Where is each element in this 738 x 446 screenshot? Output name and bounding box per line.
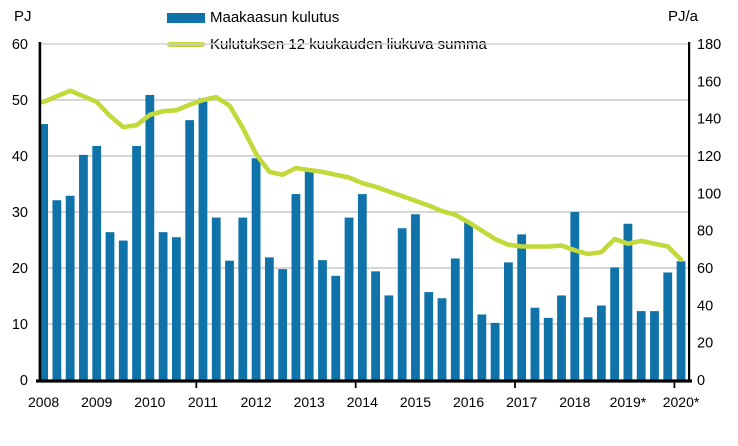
year-label: 2016 [453, 394, 484, 410]
year-label: 2017 [506, 394, 537, 410]
x-axis-tick [673, 382, 676, 389]
bar [344, 217, 354, 380]
bar [39, 124, 48, 380]
bar [145, 94, 155, 381]
bar [105, 232, 115, 380]
x-axis-tick [514, 382, 516, 389]
bar [79, 154, 88, 380]
bar [610, 267, 620, 380]
bar [185, 120, 195, 380]
year-label: 2015 [400, 394, 431, 410]
right-tick-label: 0 [697, 373, 705, 389]
left-tick-label: 60 [12, 37, 28, 53]
left-tick-label: 20 [12, 261, 28, 277]
left-axis-title: PJ [14, 8, 32, 25]
bar [331, 275, 341, 380]
bar [264, 257, 274, 380]
year-label: 2018 [559, 394, 590, 410]
bar [596, 305, 606, 380]
legend-label-consumption: Maakaasun kulutus [210, 9, 340, 26]
bottom-axis [36, 379, 692, 383]
bar [650, 311, 659, 380]
legend-item-consumption: Maakaasun kulutus [167, 8, 487, 27]
bar [172, 237, 181, 380]
bar [411, 214, 420, 380]
left-tick-label: 50 [12, 93, 28, 109]
left-tick-label: 40 [12, 149, 28, 165]
right-tick-label: 120 [697, 149, 721, 165]
bar [450, 258, 460, 380]
right-tick-label: 40 [697, 298, 713, 314]
bar [437, 298, 447, 380]
bar [52, 200, 62, 380]
bar [357, 194, 367, 380]
bar [636, 311, 646, 380]
bar [623, 223, 633, 380]
bar [504, 262, 513, 380]
bar [198, 98, 208, 380]
left-axis [38, 42, 42, 383]
year-label: 2011 [188, 394, 218, 410]
left-tick-label: 0 [20, 373, 28, 389]
x-axis-tick [354, 382, 357, 389]
bar [251, 158, 261, 380]
right-tick-label: 160 [697, 74, 721, 90]
bar [118, 240, 128, 380]
left-tick-label: 30 [12, 205, 28, 221]
bar [238, 217, 248, 380]
legend-bar-swatch-icon [167, 12, 205, 23]
bar [676, 261, 686, 380]
moving-sum-line [38, 88, 684, 262]
bar [304, 171, 314, 380]
year-label: 2012 [241, 394, 272, 410]
bar [384, 295, 394, 380]
right-tick-label: 180 [697, 37, 721, 53]
right-tick-label: 100 [697, 186, 721, 202]
bar [663, 272, 673, 380]
right-axis-title: PJ/a [668, 8, 699, 25]
year-label: 2014 [347, 394, 378, 410]
bar [158, 232, 168, 380]
year-label: 2020* [663, 394, 700, 410]
bar [543, 317, 553, 380]
year-label: 2008 [28, 394, 59, 410]
year-label: 2019* [610, 394, 647, 410]
left-tick-label: 10 [12, 317, 28, 333]
right-tick-label: 80 [697, 224, 713, 240]
bar [92, 145, 102, 380]
bar [211, 217, 221, 380]
bar [490, 322, 500, 380]
bar [291, 194, 301, 380]
right-axis [688, 42, 691, 383]
bar [371, 271, 380, 380]
bar [318, 260, 327, 380]
bar [225, 260, 234, 380]
right-tick-label: 140 [697, 112, 721, 128]
bar [424, 292, 434, 380]
year-label: 2009 [81, 394, 112, 410]
bar [570, 212, 580, 380]
bar [477, 314, 487, 380]
year-label: 2010 [134, 394, 165, 410]
right-tick-label: 20 [697, 336, 713, 352]
bar [132, 145, 141, 380]
bar [517, 234, 527, 380]
x-axis-tick [195, 382, 198, 389]
bar [278, 269, 288, 380]
bar [65, 195, 75, 380]
year-label: 2013 [294, 394, 325, 410]
bar [530, 307, 540, 380]
bar [583, 317, 593, 380]
bar [397, 228, 407, 380]
bar [557, 295, 566, 380]
bar [464, 222, 473, 380]
right-tick-label: 60 [697, 261, 713, 277]
